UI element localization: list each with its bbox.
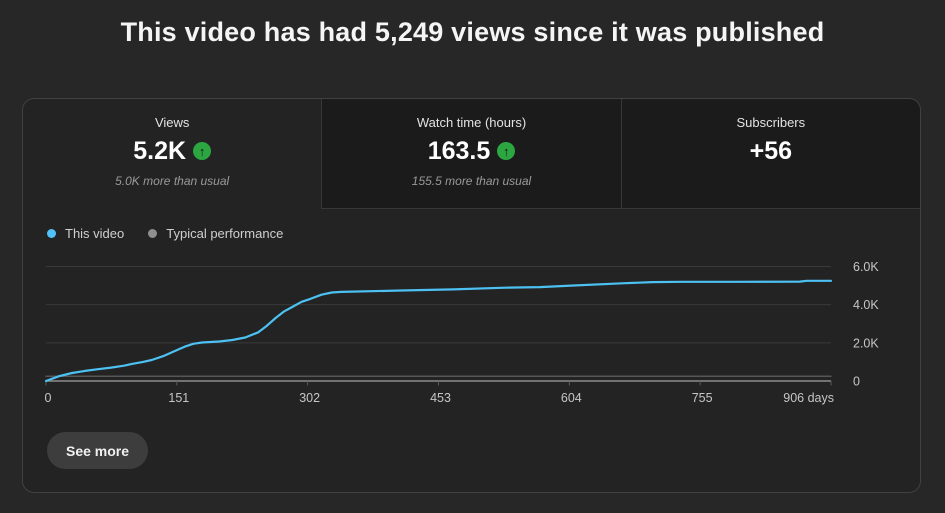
y-axis-tick-label: 2.0K	[853, 336, 879, 350]
tab-views-note: 5.0K more than usual	[115, 174, 230, 188]
y-axis-tick-label: 6.0K	[853, 260, 879, 274]
x-axis-tick-label: 906 days	[783, 391, 834, 405]
this-video-line	[44, 279, 833, 383]
trend-up-icon: ↑	[193, 142, 212, 160]
tab-views-value-row: 5.2K ↑	[133, 136, 212, 166]
chart-legend: This video Typical performance	[47, 226, 283, 241]
tab-views-value: 5.2K	[133, 136, 187, 165]
tab-watch-time-value-row: 163.5 ↑	[428, 136, 516, 166]
x-axis-tick-label: 151	[168, 391, 189, 405]
analytics-card: Views 5.2K ↑ 5.0K more than usual Watch …	[22, 98, 921, 493]
tab-subscribers-label: Subscribers	[736, 115, 806, 130]
y-axis-tick-label: 4.0K	[853, 298, 879, 312]
typical-performance-dot-icon	[148, 229, 158, 238]
tab-views[interactable]: Views 5.2K ↑ 5.0K more than usual	[23, 99, 321, 209]
legend-item-typical-performance[interactable]: Typical performance	[148, 226, 283, 241]
performance-chart: 0 2.0K 4.0K 6.0K 0 151 302 453 604 755 906 days	[44, 260, 880, 405]
x-axis-tick-label: 755	[692, 391, 713, 405]
legend-item-this-video[interactable]: This video	[47, 226, 124, 241]
x-axis-tick-label: 0	[45, 391, 52, 405]
tab-watch-time-label: Watch time (hours)	[416, 115, 527, 130]
x-axis-tick-label: 604	[561, 391, 582, 405]
x-axis-tick-label: 302	[299, 391, 320, 405]
legend-label-this-video: This video	[65, 226, 125, 241]
page-title: This video has had 5,249 views since it …	[120, 17, 825, 47]
x-axis-tick-label: 453	[430, 391, 451, 405]
see-more-button[interactable]: See more	[47, 432, 149, 469]
y-axis-tick-label: 0	[853, 375, 860, 389]
tab-watch-time[interactable]: Watch time (hours) 163.5 ↑ 155.5 more th…	[321, 99, 621, 209]
tab-watch-time-note: 155.5 more than usual	[411, 174, 532, 188]
trend-up-icon: ↑	[497, 142, 516, 160]
metric-tabs: Views 5.2K ↑ 5.0K more than usual Watch …	[23, 99, 920, 209]
tab-subscribers-value-row: +56	[750, 136, 792, 166]
tab-subscribers[interactable]: Subscribers +56	[620, 99, 920, 209]
tab-subscribers-value: +56	[749, 136, 793, 165]
legend-label-typical-performance: Typical performance	[166, 226, 284, 241]
tab-watch-time-value: 163.5	[427, 136, 491, 165]
this-video-dot-icon	[47, 229, 56, 238]
tab-views-label: Views	[154, 115, 190, 130]
